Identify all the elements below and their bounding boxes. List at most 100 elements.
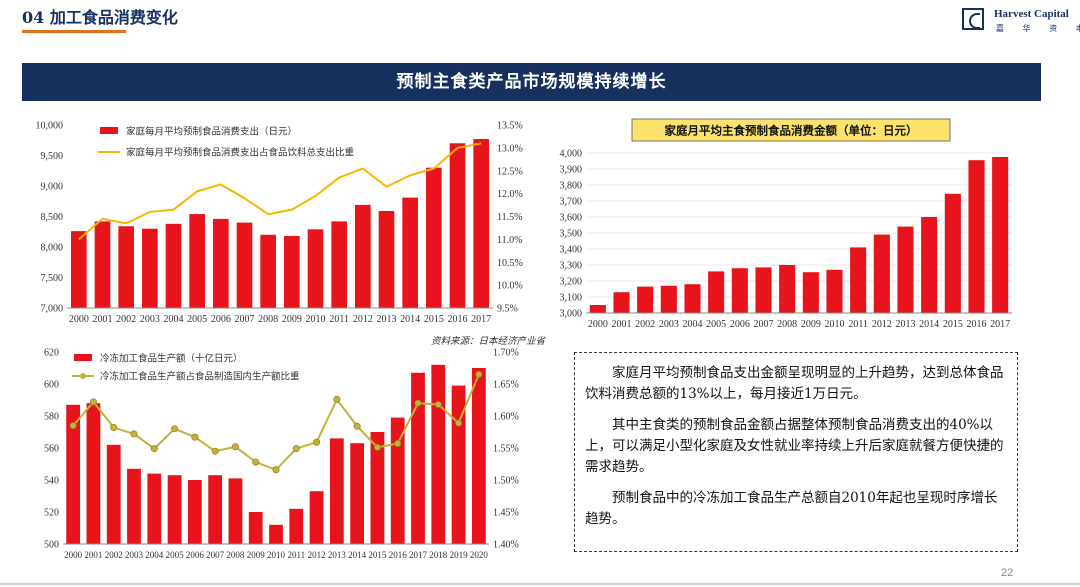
bar <box>167 475 182 544</box>
bar <box>471 368 486 544</box>
x-tick-label: 2011 <box>848 319 868 330</box>
line-point <box>89 398 97 406</box>
footer-divider <box>0 583 1080 585</box>
bar <box>86 403 101 544</box>
page-number: 22 <box>1001 567 1014 579</box>
line-point <box>110 424 118 432</box>
x-tick-label: 2013 <box>896 319 916 330</box>
title-underline <box>22 30 126 33</box>
x-tick-label: 2012 <box>353 314 373 325</box>
bar <box>613 292 630 313</box>
page-title: 04 加工食品消费变化 <box>22 8 178 27</box>
summary-paragraph: 预制食品中的冷冻加工食品生产总额自2010年起也呈现时序增长趋势。 <box>585 490 998 527</box>
x-tick-label: 2001 <box>84 550 102 560</box>
bar <box>71 231 87 308</box>
x-tick-label: 2007 <box>235 314 255 325</box>
y-tick-label: 4,000 <box>560 149 583 160</box>
y-tick-label: 9,000 <box>41 182 64 193</box>
bar <box>411 372 425 544</box>
x-tick-label: 2017 <box>471 314 491 325</box>
summary-textbox: 家庭月平均预制食品支出金额呈现明显的上升趋势，达到总体食品饮料消费总额的13%以… <box>574 352 1018 552</box>
bar <box>350 443 365 544</box>
bar <box>431 364 446 544</box>
line-point <box>191 433 199 441</box>
line-point <box>211 447 219 455</box>
x-tick-label: 2013 <box>328 550 347 560</box>
y-tick-label: 3,000 <box>560 309 583 320</box>
y2-tick-label: 12.5% <box>497 166 523 177</box>
x-tick-label: 2005 <box>166 550 185 560</box>
y-tick-label: 3,200 <box>560 277 583 288</box>
chart-staple-spending-bar: 3,000 3,100 3,200 3,300 3,400 3,500 3,600 3,700… <box>560 118 1012 330</box>
line-point <box>313 438 321 446</box>
summary-paragraph: 其中主食类的预制食品金额占据整体预制食品消费支出的40%以上，可以满足小型化家庭… <box>585 417 1004 475</box>
x-tick-label: 2005 <box>187 314 207 325</box>
bar <box>127 468 141 544</box>
legend-label: 家庭每月平均预制食品消费支出占食品饮料总支出比重 <box>126 147 355 159</box>
line-point <box>434 400 442 408</box>
y2-tick-label: 11.5% <box>497 212 522 223</box>
y-tick-label: 3,400 <box>560 245 583 256</box>
bar <box>451 385 466 544</box>
y-tick-label: 3,900 <box>560 165 583 176</box>
bar <box>147 473 162 544</box>
source-note: 资料来源：日本经济产业省 <box>431 336 546 347</box>
bar <box>66 404 81 544</box>
bar <box>684 284 701 313</box>
logo-name-cn: 嘉 华 资 本 <box>996 24 1080 33</box>
bar <box>269 524 283 544</box>
bar <box>165 223 182 308</box>
y2-tick-label: 1.70% <box>493 348 519 359</box>
bar <box>992 157 1009 313</box>
line-point <box>475 370 483 378</box>
legend-label: 家庭每月平均预制食品消费支出（日元） <box>126 126 297 138</box>
bar <box>850 247 867 313</box>
bar <box>731 268 748 313</box>
x-tick-label: 2015 <box>424 314 444 325</box>
bar <box>228 478 243 544</box>
bar <box>708 271 725 313</box>
x-tick-label: 2016 <box>389 550 408 560</box>
line-point <box>373 443 381 451</box>
x-tick-label: 2007 <box>206 550 225 560</box>
bar <box>826 269 843 313</box>
bar <box>289 508 304 544</box>
bar <box>897 226 914 313</box>
x-tick-label: 2016 <box>967 319 987 330</box>
bar <box>378 211 395 308</box>
bar <box>355 204 371 308</box>
x-tick-label: 2004 <box>683 319 703 330</box>
x-tick-label: 2017 <box>409 550 428 560</box>
y2-tick-label: 9.5% <box>497 304 518 315</box>
y-tick-label: 560 <box>44 444 59 455</box>
y2-tick-label: 10.5% <box>497 258 523 269</box>
bar <box>390 417 405 544</box>
chart-spending-bar-line: 7,000 7,500 8,000 8,500 9,000 9,500 10,000 9.5%… <box>36 121 523 326</box>
legend-swatch-bar <box>74 354 92 361</box>
bar <box>779 265 796 313</box>
y-tick-label: 8,500 <box>41 212 64 223</box>
x-tick-label: 2014 <box>400 314 420 325</box>
x-tick-label: 2003 <box>125 550 144 560</box>
x-tick-label: 2011 <box>329 314 349 325</box>
x-tick-label: 2009 <box>801 319 821 330</box>
bar <box>426 167 442 308</box>
bar <box>331 221 347 308</box>
x-tick-label: 2006 <box>186 550 205 560</box>
bar <box>329 438 344 544</box>
y-tick-label: 500 <box>44 540 59 551</box>
line-point <box>394 440 402 448</box>
y-tick-label: 7,000 <box>41 304 64 315</box>
y2-tick-label: 1.45% <box>493 508 519 519</box>
bar <box>309 491 324 544</box>
y-tick-label: 3,300 <box>560 261 583 272</box>
bar <box>589 305 606 313</box>
logo-icon <box>962 8 984 30</box>
y-tick-label: 520 <box>44 508 59 519</box>
chart-frozen-food-bar-line: 500 520 540 560 580 600 620 1.40% 1.45% 1.50% 1.55… <box>44 348 519 561</box>
x-tick-label: 2015 <box>943 319 963 330</box>
line-point <box>353 422 361 430</box>
x-tick-label: 2000 <box>588 319 608 330</box>
x-tick-label: 2002 <box>116 314 136 325</box>
y2-tick-label: 13.0% <box>497 143 523 154</box>
